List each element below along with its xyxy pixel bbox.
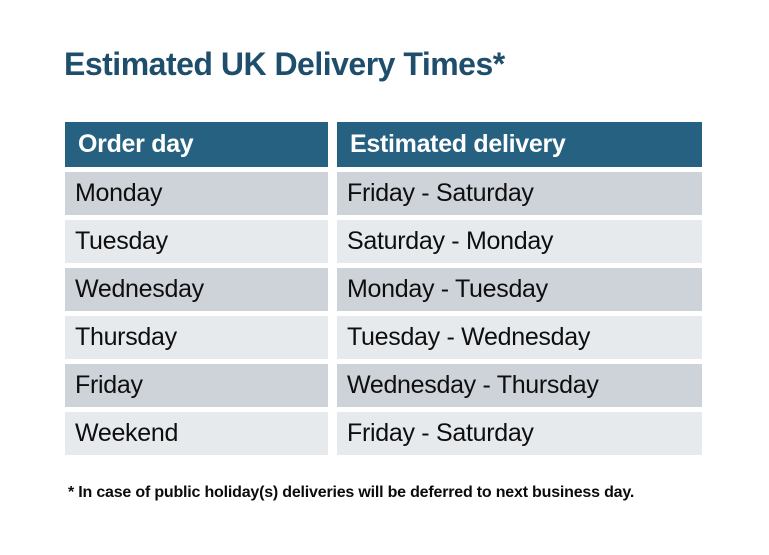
order-day-cell: Friday xyxy=(65,364,328,407)
estimated-delivery-cell: Monday - Tuesday xyxy=(337,268,702,311)
estimated-delivery-cell: Tuesday - Wednesday xyxy=(337,316,702,359)
order-day-cell: Tuesday xyxy=(65,220,328,263)
column-header-estimated-delivery: Estimated delivery xyxy=(337,122,702,167)
order-day-cell: Thursday xyxy=(65,316,328,359)
page-title: Estimated UK Delivery Times* xyxy=(64,46,505,82)
column-header-order-day: Order day xyxy=(65,122,328,167)
order-day-cell: Weekend xyxy=(65,412,328,455)
estimated-delivery-cell: Wednesday - Thursday xyxy=(337,364,702,407)
estimated-delivery-cell: Saturday - Monday xyxy=(337,220,702,263)
order-day-cell: Monday xyxy=(65,172,328,215)
public-holiday-footnote: * In case of public holiday(s) deliverie… xyxy=(68,484,635,501)
order-day-cell: Wednesday xyxy=(65,268,328,311)
estimated-delivery-cell: Friday - Saturday xyxy=(337,412,702,455)
estimated-delivery-cell: Friday - Saturday xyxy=(337,172,702,215)
delivery-times-table: Order day Estimated delivery Monday Frid… xyxy=(65,122,702,455)
